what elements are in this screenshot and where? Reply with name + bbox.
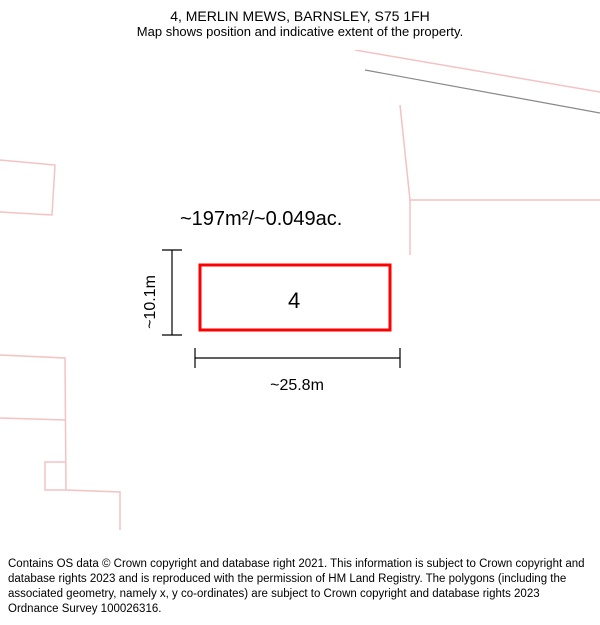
height-dimension: ~10.1m (142, 250, 182, 335)
map-svg: ~197m²/~0.049ac. 4 ~10.1m ~25.8m (0, 50, 600, 530)
header: 4, MERLIN MEWS, BARNSLEY, S75 1FH Map sh… (0, 0, 600, 39)
plot-number: 4 (288, 288, 300, 313)
property-map: ~197m²/~0.049ac. 4 ~10.1m ~25.8m (0, 50, 600, 530)
map-description: Map shows position and indicative extent… (0, 24, 600, 39)
height-label: ~10.1m (142, 275, 159, 329)
width-dimension: ~25.8m (195, 348, 400, 394)
property-address: 4, MERLIN MEWS, BARNSLEY, S75 1FH (0, 8, 600, 24)
copyright-footer: Contains OS data © Crown copyright and d… (8, 557, 592, 617)
area-label: ~197m²/~0.049ac. (180, 208, 342, 230)
width-label: ~25.8m (270, 377, 324, 394)
